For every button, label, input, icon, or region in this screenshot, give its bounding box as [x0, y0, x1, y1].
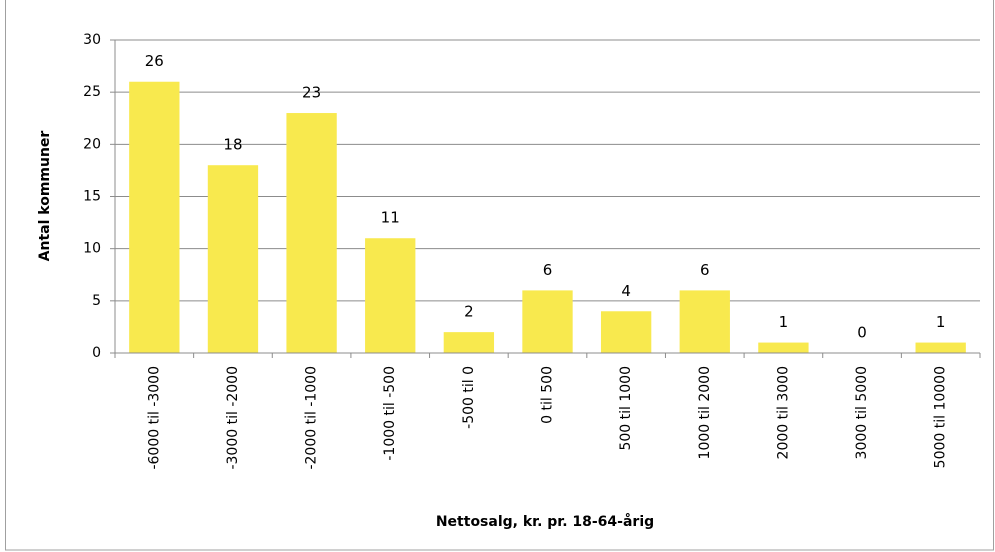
- data-label: 11: [381, 209, 400, 227]
- y-tick-label: 0: [92, 345, 101, 361]
- data-label: 6: [543, 261, 553, 279]
- x-axis-title: Nettosalg, kr. pr. 18-64-årig: [436, 513, 654, 530]
- y-axis-title: Antal kommuner: [37, 131, 53, 262]
- data-label: 1: [936, 313, 946, 331]
- x-tick-label: 500 til 1000: [618, 366, 634, 451]
- bar: [915, 342, 966, 353]
- y-tick-label: 30: [83, 32, 101, 48]
- bar: [365, 238, 416, 353]
- y-tick-label: 25: [83, 84, 101, 100]
- data-label: 26: [145, 52, 164, 70]
- data-label: 2: [464, 303, 474, 321]
- y-tick-label: 5: [92, 293, 101, 309]
- data-label: 23: [302, 84, 321, 102]
- bar: [600, 311, 652, 353]
- x-tick-label: 2000 til 3000: [775, 366, 791, 459]
- x-tick-label: -500 til 0: [461, 366, 477, 429]
- data-label: 1: [779, 313, 789, 331]
- y-tick-label: 20: [83, 136, 101, 152]
- x-tick-label: 5000 til 10000: [933, 366, 949, 468]
- x-tick-label: 0 til 500: [540, 366, 556, 424]
- data-label: 18: [223, 136, 242, 154]
- x-tick-label: -1000 til -500: [382, 366, 398, 461]
- data-label: 6: [700, 261, 710, 279]
- x-tick-label: 1000 til 2000: [697, 366, 713, 459]
- x-tick-label: -2000 til -1000: [304, 366, 320, 470]
- bar: [443, 332, 495, 353]
- y-tick-label: 15: [83, 189, 101, 205]
- x-tick-label: -3000 til -2000: [225, 366, 241, 470]
- bar: [758, 342, 809, 353]
- bar: [129, 81, 180, 353]
- data-label: 0: [857, 324, 867, 342]
- x-tick-label: -6000 til -3000: [146, 366, 162, 470]
- x-tick-label: 3000 til 5000: [854, 366, 870, 459]
- bar: [679, 290, 730, 353]
- data-label: 4: [621, 282, 631, 300]
- y-tick-label: 10: [83, 241, 101, 257]
- bar: [522, 290, 573, 353]
- bar: [286, 113, 337, 354]
- bar: [207, 165, 259, 353]
